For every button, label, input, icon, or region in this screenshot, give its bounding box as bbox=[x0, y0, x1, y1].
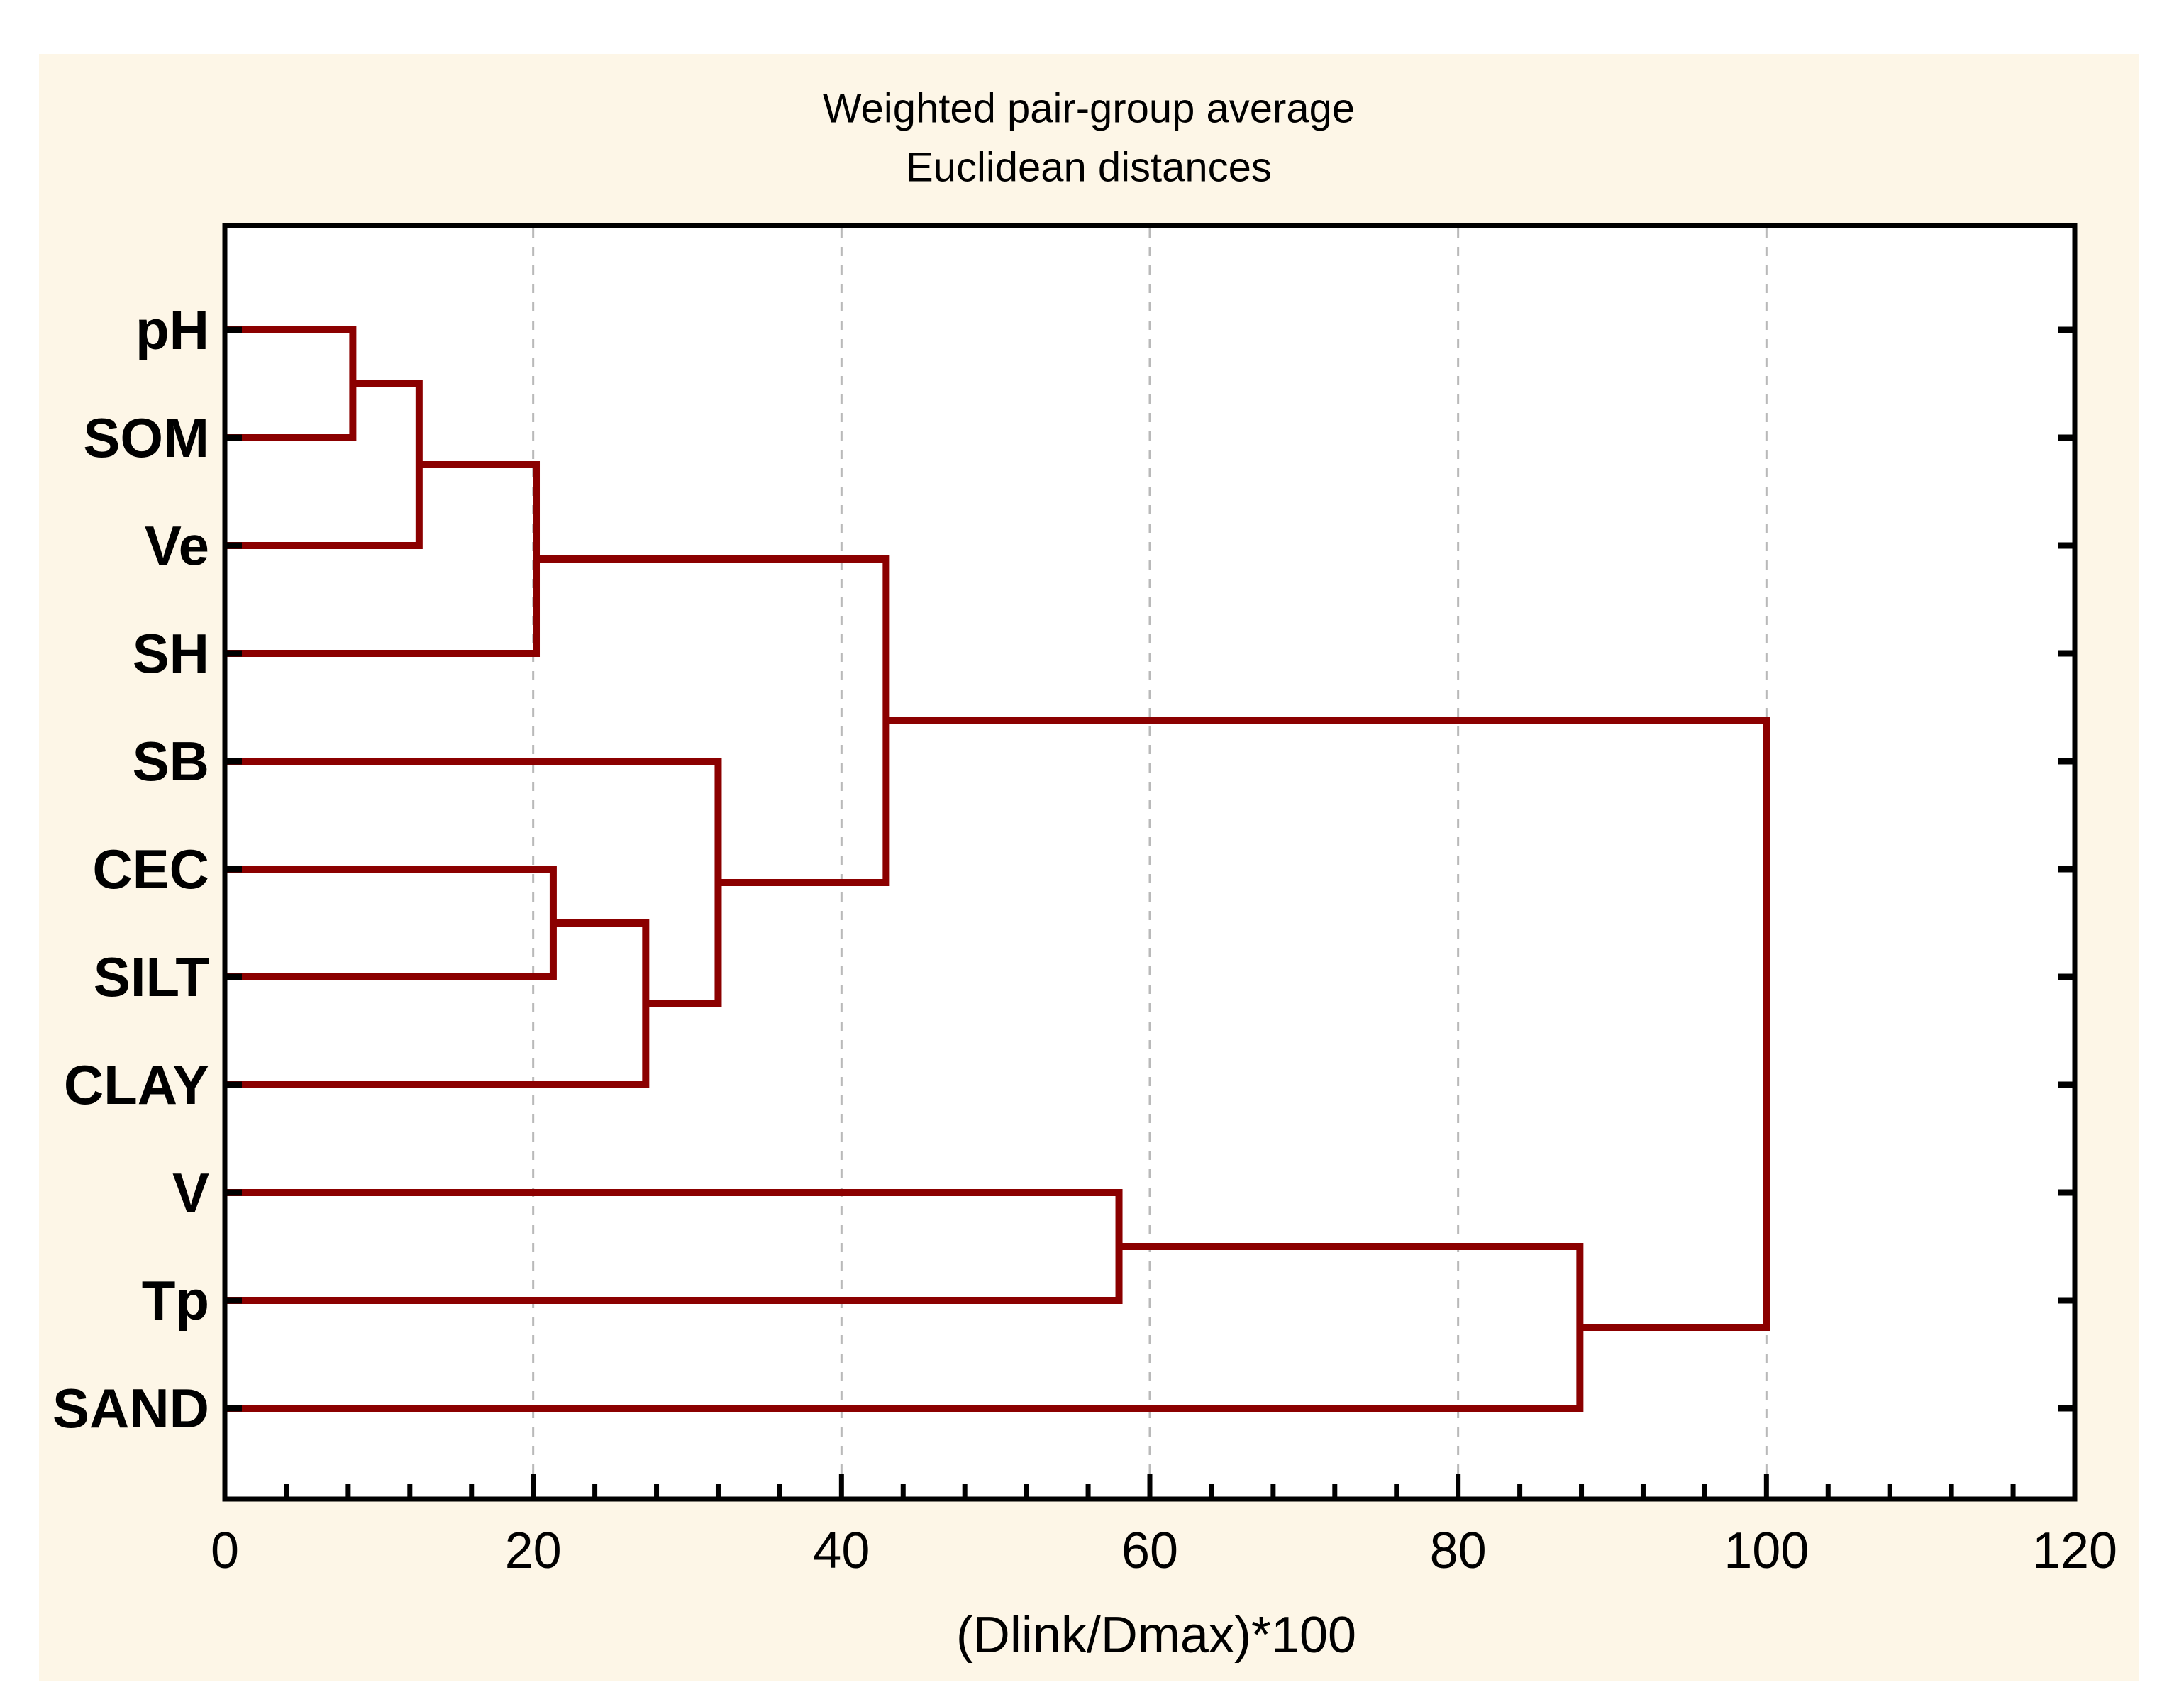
x-tick-label-120: 120 bbox=[2032, 1522, 2117, 1579]
plot-border bbox=[222, 223, 2078, 1502]
leaf-label-SH: SH bbox=[133, 622, 209, 685]
leaf-label-Tp: Tp bbox=[142, 1269, 209, 1332]
x-tick-label-60: 60 bbox=[1121, 1522, 1178, 1579]
leaf-label-CLAY: CLAY bbox=[64, 1054, 209, 1116]
chart-subtitle: Euclidean distances bbox=[906, 145, 1272, 191]
leaf-labels: pH SOM Ve SH SB CEC SILT CLAY V Tp SAND bbox=[52, 299, 209, 1439]
chart-title: Weighted pair-group average bbox=[823, 86, 1355, 132]
x-tick-label-0: 0 bbox=[211, 1522, 239, 1579]
leaf-label-pH: pH bbox=[135, 299, 209, 361]
leaf-label-CEC: CEC bbox=[92, 838, 209, 900]
leaf-label-SOM: SOM bbox=[83, 407, 209, 469]
x-tick-label-20: 20 bbox=[505, 1522, 562, 1579]
leaf-label-Ve: Ve bbox=[145, 514, 209, 577]
leaf-ticks bbox=[227, 326, 2073, 1412]
leaf-label-V: V bbox=[172, 1161, 209, 1224]
leaf-label-SAND: SAND bbox=[52, 1377, 209, 1439]
x-tick-labels: 0 20 40 60 80 100 120 bbox=[211, 1522, 2117, 1579]
dendrogram-links bbox=[225, 326, 1770, 1412]
x-axis-ticks bbox=[222, 1474, 2078, 1497]
x-axis-label: (Dlink/Dmax)*100 bbox=[956, 1607, 1356, 1664]
x-tick-label-100: 100 bbox=[1724, 1522, 1809, 1579]
x-tick-label-80: 80 bbox=[1430, 1522, 1487, 1579]
leaf-label-SILT: SILT bbox=[94, 946, 209, 1008]
x-tick-label-40: 40 bbox=[813, 1522, 870, 1579]
leaf-label-SB: SB bbox=[133, 730, 209, 792]
